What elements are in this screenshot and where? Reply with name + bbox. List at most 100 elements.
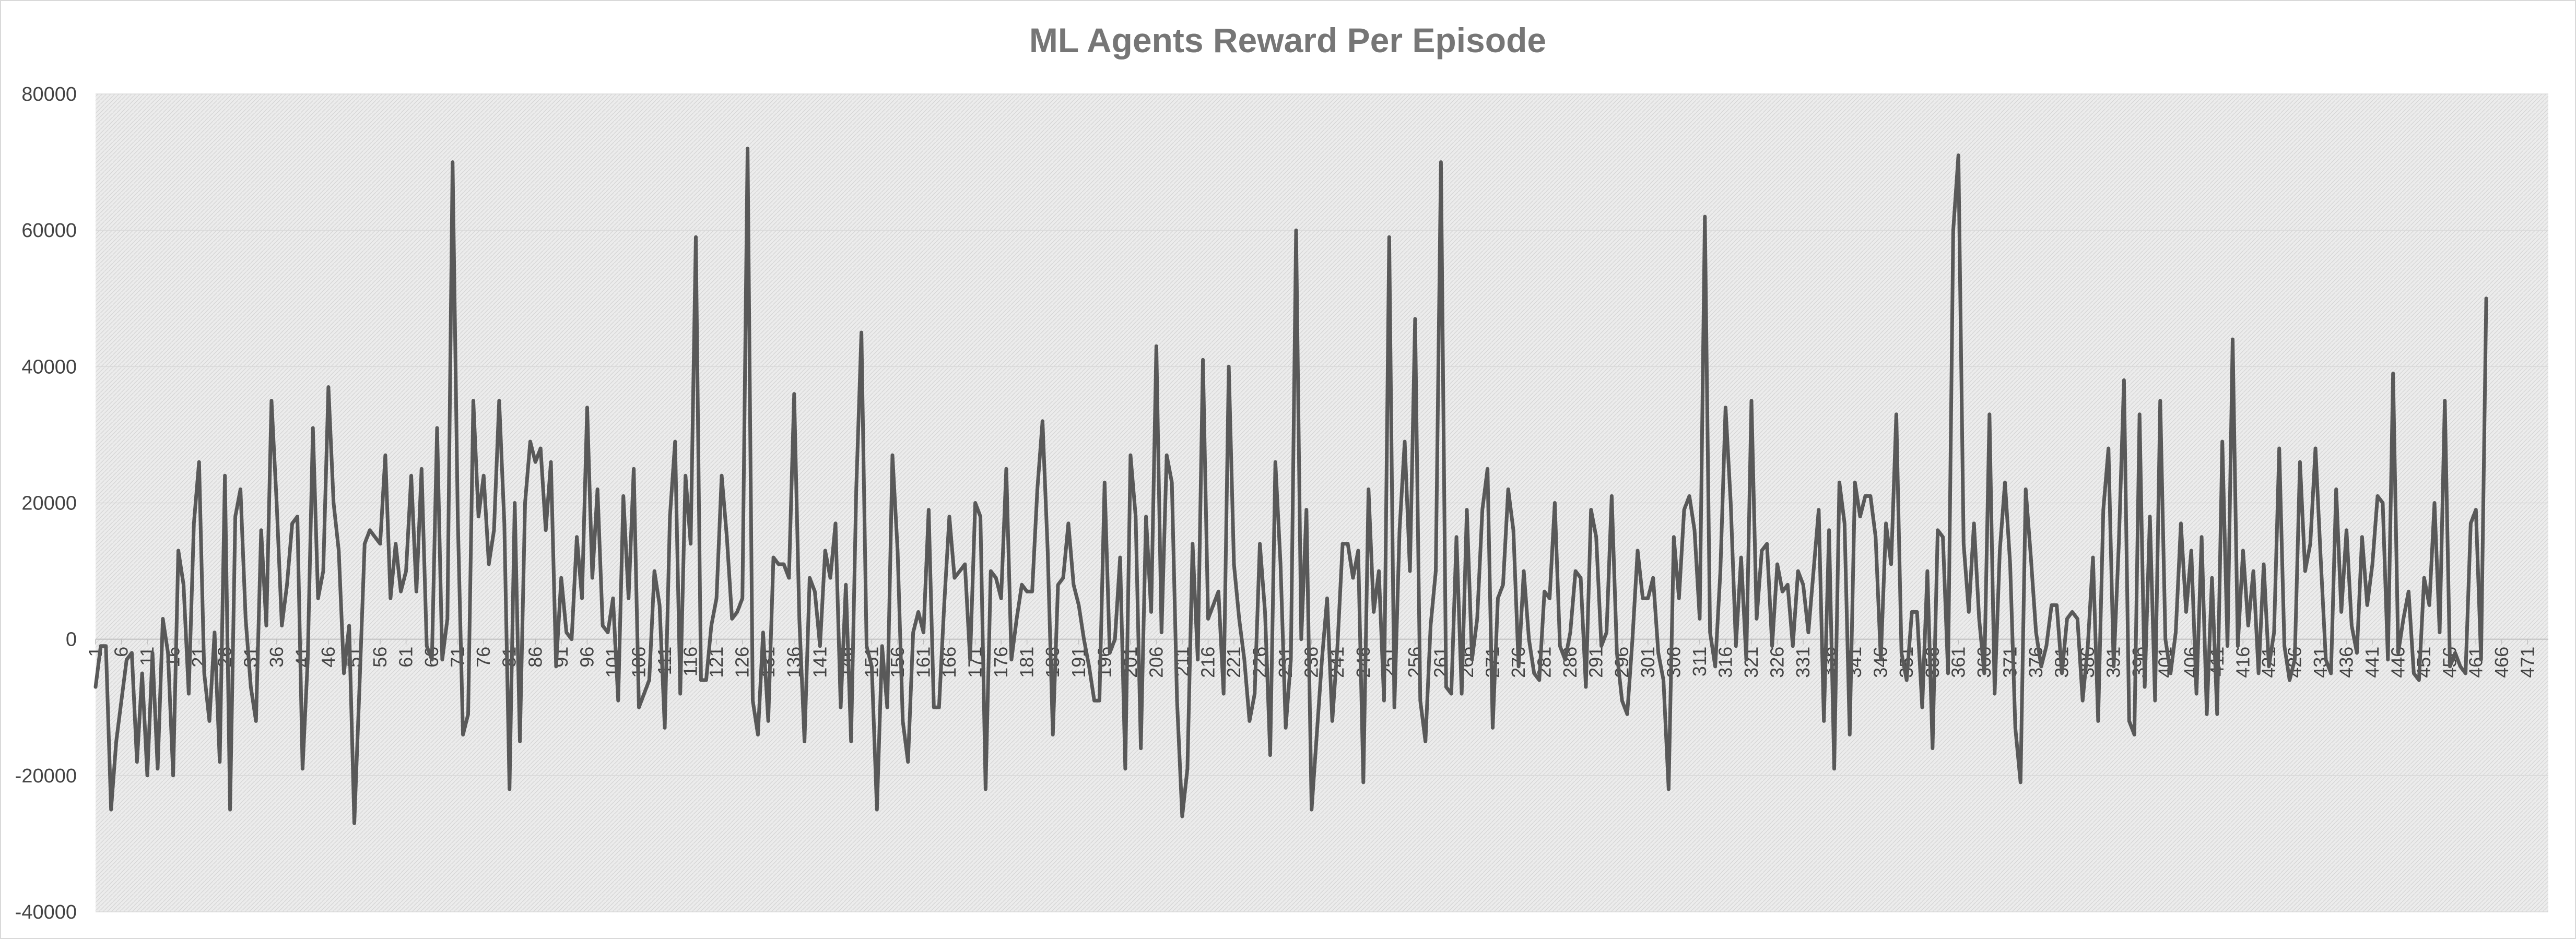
x-tick-label: 441 [2361,647,2383,678]
data-point [436,426,438,429]
data-point [1279,563,1282,565]
data-point [1631,638,1634,640]
y-axis: -40000 -20000 0 20000 40000 60000 80000 [15,84,77,923]
data-point [627,597,630,600]
data-point [1000,597,1003,600]
data-point [1378,570,1380,573]
data-point [979,515,982,518]
data-point [741,597,744,600]
data-point [1114,638,1116,640]
data-point [1098,699,1101,702]
data-point [2273,631,2275,634]
data-point [2112,665,2115,668]
data-point [307,658,309,661]
data-point [1502,584,1504,586]
data-point [1735,645,1737,647]
data-point [1936,529,1939,531]
data-point [2320,556,2322,558]
data-point [1290,658,1292,661]
data-point [1057,584,1060,586]
data-point [1683,508,1686,511]
data-point [110,809,112,811]
x-tick-label: 451 [2413,647,2434,678]
data-point [710,624,713,627]
data-point [855,488,857,491]
data-point [1988,413,1991,415]
data-point [958,570,961,573]
x-tick-label: 216 [1197,647,1218,678]
data-point [353,822,356,825]
data-point [327,386,330,388]
data-point [2061,672,2063,674]
data-point [2216,713,2218,716]
data-point [1176,699,1178,702]
data-point [1150,611,1152,613]
data-point [705,679,708,681]
x-tick-label: 141 [809,647,830,678]
data-point [1072,584,1075,586]
data-point [550,461,552,463]
data-point [570,638,573,640]
data-point [2045,645,2048,647]
data-point [2345,529,2348,531]
data-point [2237,645,2239,647]
data-point [2485,297,2488,300]
data-point [337,549,340,552]
data-point [1404,441,1406,443]
data-point [379,542,381,545]
data-point [2267,665,2270,668]
x-tick-label: 61 [395,647,417,668]
data-point [668,515,671,518]
data-point [1171,481,1173,484]
data-point [721,474,723,477]
data-point [917,611,920,613]
data-point [2149,515,2151,518]
data-point [767,720,770,722]
data-point [715,597,718,600]
data-point [322,570,324,573]
data-point [1388,236,1391,239]
y-tick-label: 60000 [21,220,77,242]
data-point [581,597,583,600]
data-point [798,617,801,620]
data-point [1962,542,1965,545]
data-point [1869,495,1872,497]
data-point [1139,747,1142,750]
data-point [1626,713,1629,716]
data-point [1471,658,1473,661]
data-point [1523,570,1525,573]
data-point [1952,229,1955,232]
x-tick-label: 261 [1430,647,1451,678]
data-point [907,760,909,763]
data-point [787,577,790,579]
data-point [208,720,210,722]
data-point [1461,693,1463,695]
data-point [555,665,557,668]
data-point [731,617,733,620]
data-point [1559,645,1561,647]
data-point [2180,522,2182,525]
data-point [2402,617,2405,620]
data-point [1993,693,1996,695]
data-point [943,604,946,607]
data-point [399,590,402,593]
data-point [270,399,273,402]
data-point [234,515,237,518]
data-point [1347,542,1349,545]
data-point [1957,154,1960,157]
x-tick-label: 436 [2336,647,2357,678]
data-point [2128,720,2131,722]
data-point [95,686,97,688]
data-point [2066,617,2068,620]
data-point [2190,549,2193,552]
x-tick-label: 301 [1637,647,1658,678]
data-point [1015,617,1018,620]
data-point [948,515,950,518]
data-point [2371,563,2374,565]
data-point [1595,536,1597,538]
x-tick-label: 361 [1947,647,1969,678]
data-point [2242,549,2244,552]
data-point [1730,502,1732,504]
data-point [2252,570,2255,573]
data-point [844,584,847,586]
